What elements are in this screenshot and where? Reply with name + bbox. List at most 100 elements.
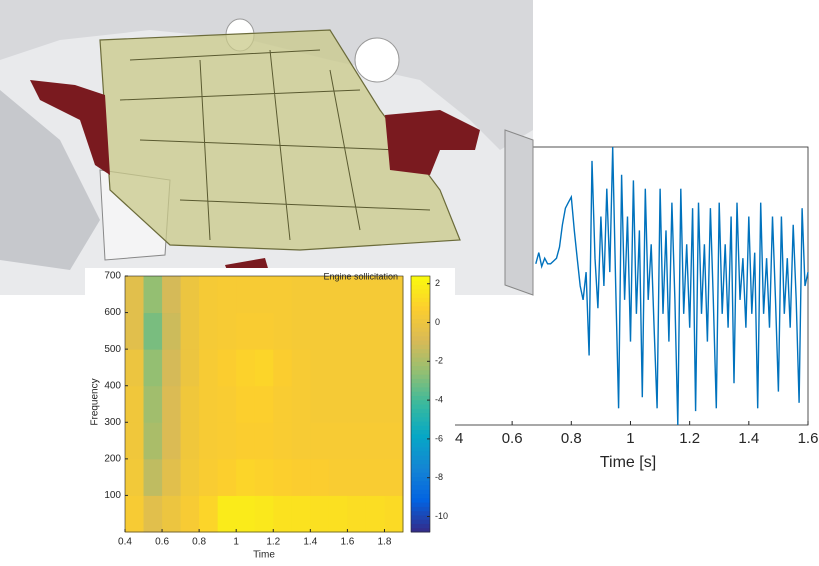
heatmap-cell xyxy=(347,385,367,423)
heatmap-cell xyxy=(199,349,219,387)
colorbar-tick-label: -4 xyxy=(435,394,443,404)
colorbar-step xyxy=(411,433,430,439)
colorbar-step xyxy=(411,442,430,448)
colorbar-step xyxy=(411,450,430,456)
heatmap-cell xyxy=(310,349,330,387)
colorbar-step xyxy=(411,502,430,507)
heatmap-cell xyxy=(384,349,404,387)
colorbar-step xyxy=(411,318,430,324)
colorbar-step xyxy=(411,335,430,341)
heatmap-cell xyxy=(273,385,293,423)
colorbar-step xyxy=(411,519,430,524)
colorbar-step xyxy=(411,429,430,435)
heatmap-cell xyxy=(328,495,348,533)
colorbar-frame xyxy=(410,275,431,533)
colorbar-step xyxy=(411,352,430,358)
colorbar-step xyxy=(411,523,430,529)
heatmap-cell xyxy=(199,312,219,350)
heatmap-cell xyxy=(347,495,367,533)
x-tick-label: 1.4 xyxy=(303,537,317,548)
heatmap-cell xyxy=(328,385,348,423)
heatmap-cell xyxy=(217,385,237,423)
colorbar-step xyxy=(411,310,430,315)
colorbar-step xyxy=(411,365,430,371)
colorbar-step xyxy=(411,463,430,469)
heatmap-cell xyxy=(217,349,237,387)
heatmap-cell xyxy=(291,349,311,387)
heatmap-cell xyxy=(347,276,367,314)
heatmap-cell xyxy=(273,495,293,533)
x-axis-label: Time xyxy=(253,550,275,561)
colorbar-step xyxy=(411,314,430,320)
colorbar-step xyxy=(411,293,430,298)
colorbar-step xyxy=(411,386,430,392)
colorbar-step xyxy=(411,348,430,354)
colorbar-step xyxy=(411,480,430,486)
engine-render xyxy=(0,0,534,296)
heatmap-cell xyxy=(143,458,163,496)
heatmap-cell xyxy=(180,458,200,496)
heatmap-cell xyxy=(347,349,367,387)
engine-block xyxy=(99,29,461,251)
colorbar-step xyxy=(411,340,430,345)
colorbar-step xyxy=(411,322,430,328)
heatmap-cell xyxy=(254,349,274,387)
heatmap-cell xyxy=(125,312,145,350)
heatmap-cell xyxy=(384,458,404,496)
colorbar-step xyxy=(411,412,430,418)
heatmap-cell xyxy=(199,276,219,314)
colorbar-step xyxy=(411,489,430,495)
heatmap-cell xyxy=(273,276,293,314)
heatmap-cell xyxy=(273,349,293,387)
colorbar-step xyxy=(411,514,430,520)
heatmap-cell xyxy=(291,495,311,533)
x-tick-label: 0.4 xyxy=(118,537,132,548)
heatmap-cell xyxy=(236,349,256,387)
heatmap-cell xyxy=(125,422,145,460)
heatmap-cell xyxy=(273,422,293,460)
heatmap-cell xyxy=(125,495,145,533)
colorbar-step xyxy=(411,446,430,452)
x-tick-label: 0.6 xyxy=(155,537,169,548)
y-tick-label: 500 xyxy=(104,344,121,355)
x-tick-label: 0.8 xyxy=(561,430,582,447)
body-panel xyxy=(0,0,533,150)
heatmap-cell xyxy=(125,276,145,314)
heatmap-cell xyxy=(236,422,256,460)
heatmap-cell xyxy=(254,458,274,496)
x-tick-label: 1.4 xyxy=(738,430,759,447)
heatmap-cell xyxy=(254,276,274,314)
colorbar-step xyxy=(411,408,430,414)
heatmap-cell xyxy=(199,495,219,533)
heatmap-cell xyxy=(162,276,182,314)
chart-title: Engine sollicitation xyxy=(323,271,398,281)
heatmap-cell xyxy=(291,276,311,314)
colorbar-tick-label: -10 xyxy=(435,511,448,521)
colorbar-step xyxy=(411,438,430,443)
heatmap-cell xyxy=(328,276,348,314)
heatmap-cell xyxy=(254,495,274,533)
heatmap-cell xyxy=(254,385,274,423)
heatmap-cell xyxy=(180,276,200,314)
heatmap-cell xyxy=(347,458,367,496)
heatmap-cell xyxy=(310,422,330,460)
heatmap-cell xyxy=(199,422,219,460)
colorbar-tick-label: 0 xyxy=(435,317,440,327)
plot-frame xyxy=(124,275,404,533)
colorbar-step xyxy=(411,357,430,362)
heatmap-cell xyxy=(162,349,182,387)
heatmap-cell xyxy=(236,276,256,314)
colorbar-step xyxy=(411,404,430,409)
colorbar-step xyxy=(411,276,430,281)
colorbar-step xyxy=(411,455,430,460)
y-tick-label: 700 xyxy=(104,271,121,282)
colorbar-step xyxy=(411,416,430,422)
heatmap-cell xyxy=(143,276,163,314)
colorbar-step xyxy=(411,382,430,388)
x-tick-label: 1.8 xyxy=(378,537,392,548)
mount xyxy=(30,80,110,175)
x-tick-label: 0.8 xyxy=(192,537,206,548)
heatmap-cell xyxy=(162,458,182,496)
x-tick-label: 1.6 xyxy=(798,430,819,447)
colorbar-tick-label: -2 xyxy=(435,356,443,366)
